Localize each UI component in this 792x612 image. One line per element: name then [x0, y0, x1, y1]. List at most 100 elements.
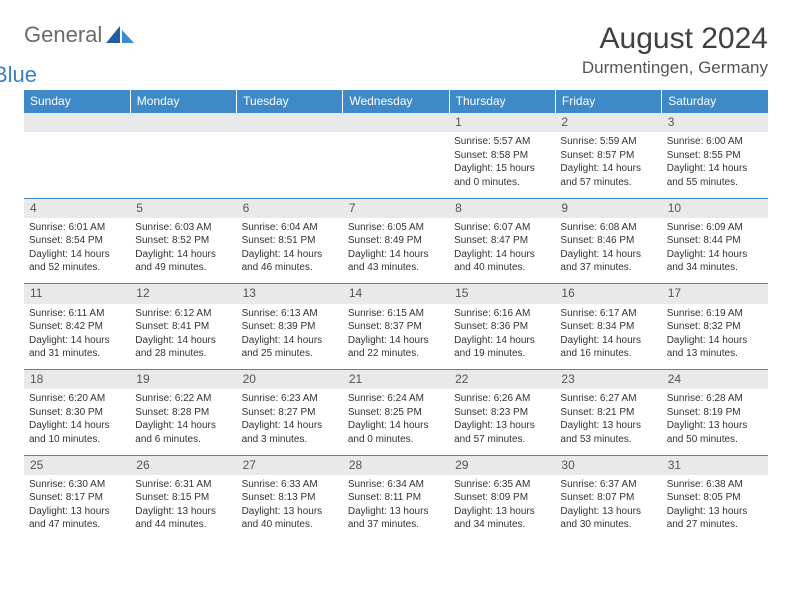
- day-cell: Sunrise: 6:03 AMSunset: 8:52 PMDaylight:…: [130, 218, 236, 284]
- sunrise-text: Sunrise: 6:01 AM: [29, 221, 125, 235]
- sunset-text: Sunset: 8:46 PM: [560, 234, 656, 248]
- dayname-fri: Friday: [555, 90, 661, 113]
- day-number: 11: [24, 284, 130, 304]
- daynum-row: 18192021222324: [24, 370, 768, 390]
- day-number: 22: [449, 370, 555, 390]
- daylight-text-2: and 44 minutes.: [135, 518, 231, 532]
- daylight-text-1: Daylight: 13 hours: [454, 419, 550, 433]
- day-number: 3: [662, 113, 768, 133]
- daylight-text-2: and 57 minutes.: [454, 433, 550, 447]
- day-cell: Sunrise: 6:28 AMSunset: 8:19 PMDaylight:…: [662, 389, 768, 455]
- day-cell: Sunrise: 6:27 AMSunset: 8:21 PMDaylight:…: [555, 389, 661, 455]
- sunset-text: Sunset: 8:32 PM: [667, 320, 763, 334]
- daylight-text-1: Daylight: 14 hours: [135, 248, 231, 262]
- day-body-row: Sunrise: 6:20 AMSunset: 8:30 PM Daylight:…: [24, 389, 768, 455]
- daylight-text-1: Daylight: 15 hours: [454, 162, 550, 176]
- sunrise-text: Sunrise: 6:04 AM: [242, 221, 338, 235]
- day-cell: [130, 132, 236, 198]
- daylight-text-1: Daylight: 14 hours: [135, 419, 231, 433]
- sunset-text: Sunset: 8:41 PM: [135, 320, 231, 334]
- day-number: 21: [343, 370, 449, 390]
- day-cell: Sunrise: 6:24 AMSunset: 8:25 PMDaylight:…: [343, 389, 449, 455]
- day-cell: Sunrise: 6:09 AMSunset: 8:44 PMDaylight:…: [662, 218, 768, 284]
- day-number: [343, 113, 449, 133]
- sunrise-text: Sunrise: 6:35 AM: [454, 478, 550, 492]
- daylight-text-1: Daylight: 13 hours: [560, 419, 656, 433]
- sunrise-text: Sunrise: 6:34 AM: [348, 478, 444, 492]
- sunrise-text: Sunrise: 6:20 AM: [29, 392, 125, 406]
- sunrise-text: Sunrise: 6:17 AM: [560, 307, 656, 321]
- day-cell: Sunrise: 6:37 AMSunset: 8:07 PMDaylight:…: [555, 475, 661, 541]
- daylight-text-2: and 37 minutes.: [560, 261, 656, 275]
- day-number: 6: [237, 198, 343, 218]
- day-cell: Sunrise: 6:35 AMSunset: 8:09 PMDaylight:…: [449, 475, 555, 541]
- daylight-text-2: and 57 minutes.: [560, 176, 656, 190]
- logo-text-blue: Blue: [0, 62, 37, 87]
- day-number: 28: [343, 455, 449, 475]
- day-number: 23: [555, 370, 661, 390]
- day-number: 19: [130, 370, 236, 390]
- daylight-text-1: Daylight: 13 hours: [242, 505, 338, 519]
- daylight-text-2: and 22 minutes.: [348, 347, 444, 361]
- daylight-text-2: and 34 minutes.: [667, 261, 763, 275]
- day-cell: Sunrise: 6:23 AMSunset: 8:27 PMDaylight:…: [237, 389, 343, 455]
- daylight-text-2: and 43 minutes.: [348, 261, 444, 275]
- sunset-text: Sunset: 8:37 PM: [348, 320, 444, 334]
- daylight-text-2: and 13 minutes.: [667, 347, 763, 361]
- sunrise-text: Sunrise: 6:11 AM: [29, 307, 125, 321]
- day-number: 29: [449, 455, 555, 475]
- day-cell: Sunrise: 6:08 AMSunset: 8:46 PMDaylight:…: [555, 218, 661, 284]
- daylight-text-2: and 37 minutes.: [348, 518, 444, 532]
- sunset-text: Sunset: 8:05 PM: [667, 491, 763, 505]
- daylight-text-2: and 3 minutes.: [242, 433, 338, 447]
- day-body-row: Sunrise: 6:30 AMSunset: 8:17 PMDaylight:…: [24, 475, 768, 541]
- daynum-row: 45678910: [24, 198, 768, 218]
- day-cell: Sunrise: 6:26 AMSunset: 8:23 PMDaylight:…: [449, 389, 555, 455]
- daylight-text-2: and 0 minutes.: [348, 433, 444, 447]
- sunset-text: Sunset: 8:15 PM: [135, 491, 231, 505]
- daynum-row: 11121314151617: [24, 284, 768, 304]
- daylight-text-2: and 34 minutes.: [454, 518, 550, 532]
- daylight-text-2: and 30 minutes.: [560, 518, 656, 532]
- sunrise-text: Sunrise: 6:19 AM: [667, 307, 763, 321]
- dayname-thu: Thursday: [449, 90, 555, 113]
- dayname-sat: Saturday: [662, 90, 768, 113]
- day-number: 13: [237, 284, 343, 304]
- day-cell: Sunrise: 6:12 AMSunset: 8:41 PMDaylight:…: [130, 304, 236, 370]
- sunset-text: Sunset: 8:28 PM: [135, 406, 231, 420]
- day-number: 1: [449, 113, 555, 133]
- day-cell: Sunrise: 6:22 AMSunset: 8:28 PMDaylight:…: [130, 389, 236, 455]
- day-number: 15: [449, 284, 555, 304]
- day-cell: Sunrise: 6:33 AMSunset: 8:13 PMDaylight:…: [237, 475, 343, 541]
- sunrise-text: Sunrise: 6:33 AM: [242, 478, 338, 492]
- daylight-text-2: and 40 minutes.: [242, 518, 338, 532]
- day-body-row: Sunrise: 5:57 AMSunset: 8:58 PMDaylight:…: [24, 132, 768, 198]
- sunrise-text: Sunrise: 6:26 AM: [454, 392, 550, 406]
- day-cell: Sunrise: 6:13 AMSunset: 8:39 PMDaylight:…: [237, 304, 343, 370]
- daylight-text-1: Daylight: 14 hours: [242, 419, 338, 433]
- day-body-row: Sunrise: 6:11 AMSunset: 8:42 PMDaylight:…: [24, 304, 768, 370]
- day-number: [237, 113, 343, 133]
- sunrise-text: Sunrise: 6:27 AM: [560, 392, 656, 406]
- daynum-row: 25262728293031: [24, 455, 768, 475]
- day-number: 12: [130, 284, 236, 304]
- sunset-text: Sunset: 8:52 PM: [135, 234, 231, 248]
- day-cell: Sunrise: 5:57 AMSunset: 8:58 PMDaylight:…: [449, 132, 555, 198]
- daylight-text-1: Daylight: 14 hours: [667, 334, 763, 348]
- day-cell: Sunrise: 6:16 AMSunset: 8:36 PMDaylight:…: [449, 304, 555, 370]
- day-number: 8: [449, 198, 555, 218]
- logo: General Blue: [24, 22, 102, 74]
- calendar-page: General Blue August 2024 Durmentingen, G…: [0, 0, 792, 553]
- logo-text-general: General: [24, 22, 102, 47]
- day-number: 10: [662, 198, 768, 218]
- daylight-text-2: and 25 minutes.: [242, 347, 338, 361]
- sunset-text: Sunset: 8:47 PM: [454, 234, 550, 248]
- day-cell: Sunrise: 5:59 AMSunset: 8:57 PMDaylight:…: [555, 132, 661, 198]
- day-cell: Sunrise: 6:20 AMSunset: 8:30 PMDaylight:…: [24, 389, 130, 455]
- sunrise-text: Sunrise: 6:15 AM: [348, 307, 444, 321]
- sunrise-text: Sunrise: 6:13 AM: [242, 307, 338, 321]
- sunset-text: Sunset: 8:30 PM: [29, 406, 125, 420]
- sunset-text: Sunset: 8:21 PM: [560, 406, 656, 420]
- daylight-text-1: Daylight: 14 hours: [560, 334, 656, 348]
- dayname-tue: Tuesday: [237, 90, 343, 113]
